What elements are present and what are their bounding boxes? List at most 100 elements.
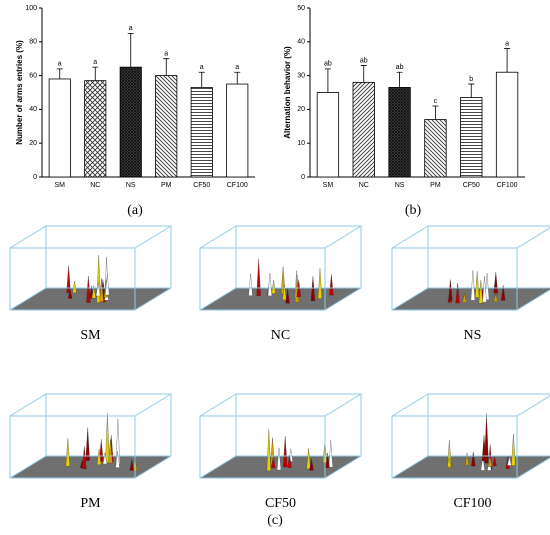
error-bar <box>198 71 205 88</box>
peak <box>95 282 101 297</box>
peak <box>102 452 108 465</box>
error-bar <box>504 48 511 73</box>
box-front <box>199 415 326 479</box>
peak <box>511 433 516 466</box>
y-tick-label: 10 <box>297 140 305 147</box>
significance-letter: b <box>469 76 473 83</box>
peak <box>500 285 506 301</box>
peak <box>317 268 323 299</box>
box-edges <box>199 225 362 311</box>
image-label: CF100 <box>453 496 491 511</box>
significance-letter: ab <box>360 57 368 64</box>
y-tick-label: 100 <box>25 5 37 12</box>
panel-label: (c) <box>267 513 283 528</box>
image-label: CF50 <box>265 496 296 511</box>
peak <box>507 456 512 466</box>
box-front <box>391 247 518 311</box>
bar <box>48 78 71 178</box>
significance-letter: a <box>235 64 239 71</box>
y-tick-label: 40 <box>297 39 305 46</box>
peak <box>306 448 311 470</box>
peak <box>82 446 87 469</box>
peak <box>310 276 316 302</box>
box-front <box>9 415 136 479</box>
y-axis-label: Number of arms entries (%) <box>15 40 24 145</box>
error-bar <box>163 58 170 76</box>
peak <box>448 279 453 302</box>
y-tick-label: 50 <box>297 5 305 12</box>
error-bar <box>324 68 331 93</box>
peak <box>328 440 333 468</box>
error-bar <box>360 65 367 83</box>
box-edges <box>9 393 172 479</box>
bar <box>119 66 142 178</box>
peak <box>487 456 493 467</box>
significance-letter: a <box>129 25 133 32</box>
peak <box>482 276 487 303</box>
box-back <box>235 393 362 457</box>
x-tick-label: NC <box>90 182 100 189</box>
peak <box>484 413 489 464</box>
floor <box>200 288 361 310</box>
peak <box>99 278 104 302</box>
floor <box>10 456 171 478</box>
significance-letter: ab <box>396 64 404 71</box>
y-tick-label: 20 <box>29 140 37 147</box>
peak <box>493 293 498 302</box>
peak <box>446 458 452 467</box>
panel-label: (b) <box>405 203 422 218</box>
significance-letter: a <box>93 59 97 66</box>
significance-letter: ab <box>324 61 332 68</box>
box-back <box>45 225 172 289</box>
bar <box>460 97 483 178</box>
peak <box>447 440 452 468</box>
peak <box>285 288 290 304</box>
y-axis-label: Alternation behavior (%) <box>283 46 292 139</box>
peak <box>325 452 330 468</box>
peak <box>248 273 253 296</box>
error-bar <box>468 83 475 98</box>
peak <box>266 429 271 471</box>
peak <box>271 280 276 294</box>
image-label: SM <box>80 328 101 343</box>
peak <box>66 265 71 294</box>
peak <box>492 456 497 467</box>
image-label: PM <box>80 496 101 511</box>
x-tick-label: PM <box>161 182 172 189</box>
bar <box>84 80 107 178</box>
x-tick-label: CF50 <box>463 182 480 189</box>
peak <box>282 284 287 300</box>
error-bar <box>92 66 99 81</box>
peak <box>67 288 73 299</box>
y-tick-label: 30 <box>297 72 305 79</box>
peak <box>480 456 486 471</box>
bar <box>190 87 213 178</box>
peak <box>105 413 110 463</box>
bar <box>226 83 249 178</box>
box-front <box>199 247 326 311</box>
y-tick-label: 60 <box>29 72 37 79</box>
x-tick-label: NS <box>126 182 136 189</box>
panel-label: (a) <box>127 203 143 218</box>
peak <box>108 439 113 464</box>
peak <box>493 271 498 294</box>
peak <box>484 273 490 300</box>
x-tick-label: PM <box>430 182 441 189</box>
peak <box>462 293 467 303</box>
peak <box>464 452 470 466</box>
bar <box>316 92 340 178</box>
peak <box>267 273 273 297</box>
error-bar <box>432 105 439 120</box>
error-bar <box>396 71 403 88</box>
box-front <box>9 247 136 311</box>
peak <box>470 270 476 301</box>
peak <box>105 273 110 296</box>
box-edges <box>199 393 362 479</box>
peak <box>309 458 314 471</box>
peak <box>283 436 288 468</box>
bar <box>495 71 519 178</box>
y-tick-label: 80 <box>29 39 37 46</box>
peak <box>256 258 261 297</box>
y-tick-label: 0 <box>301 174 305 181</box>
